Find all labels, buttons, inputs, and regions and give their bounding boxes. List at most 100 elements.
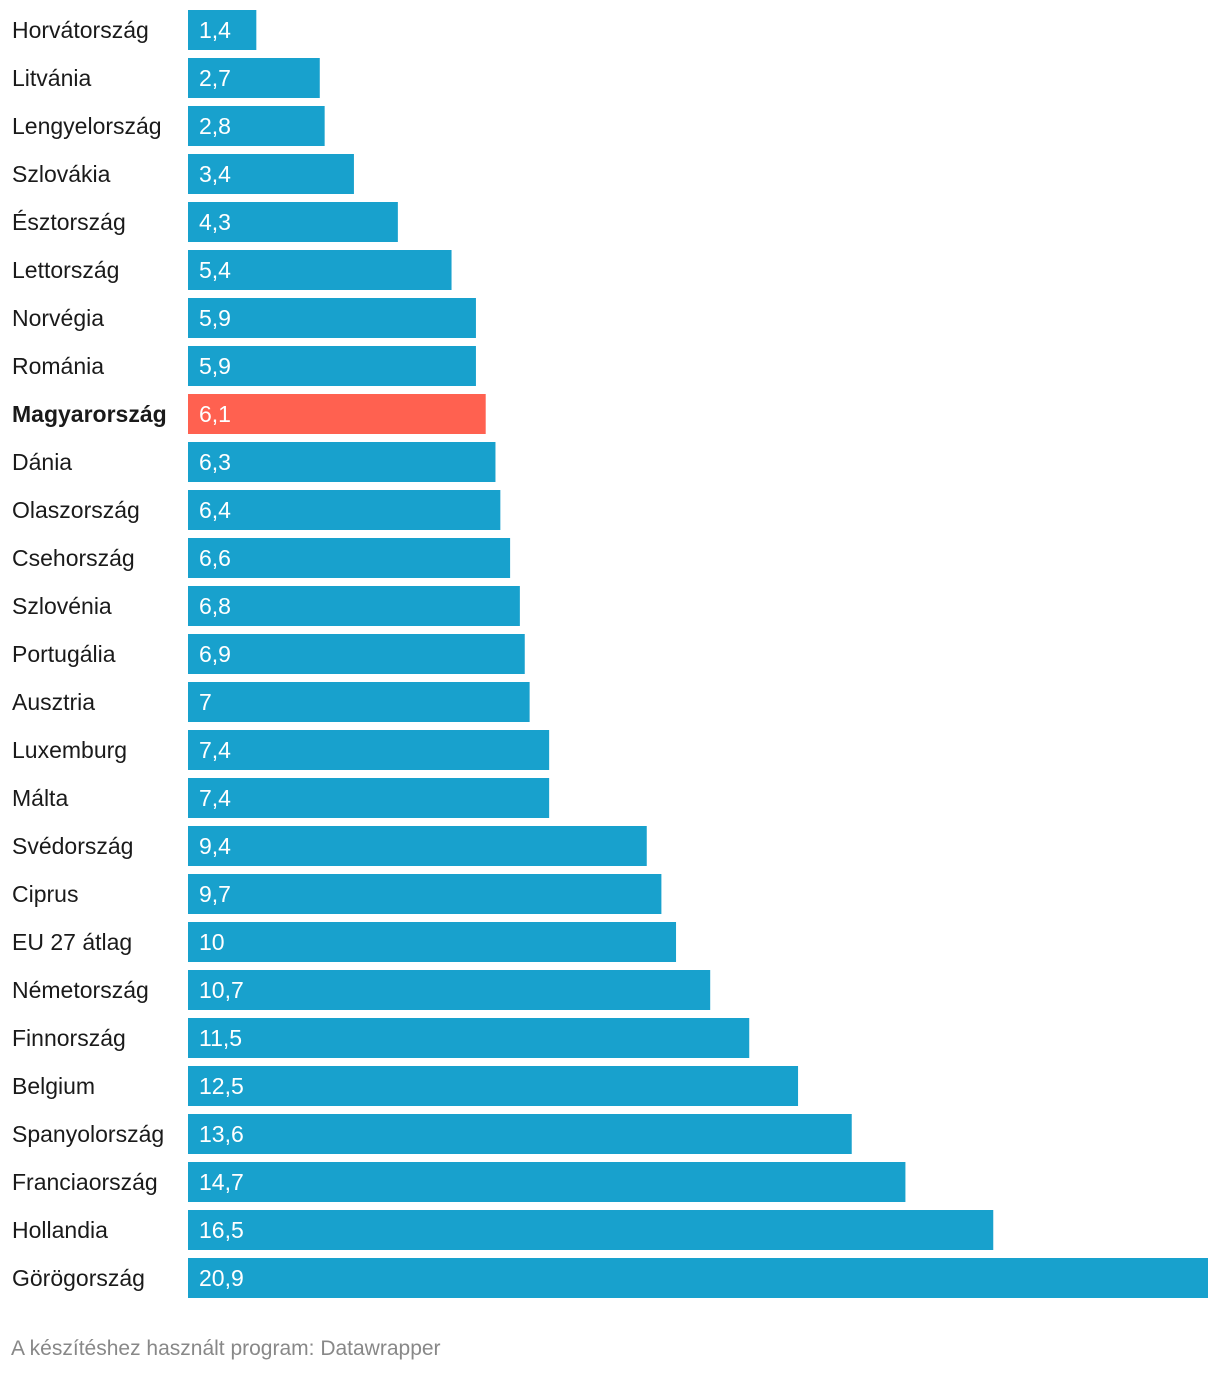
bar [188,394,486,434]
value-label: 6,4 [199,497,231,523]
value-label: 7,4 [199,737,231,763]
bar [188,1210,994,1250]
bar-row-lettorszag: Lettország 5,4 [12,250,452,290]
bar-row-dania: Dánia 6,3 [12,442,496,482]
value-label: 5,9 [199,305,231,331]
value-label: 2,7 [199,65,231,91]
category-label: Norvégia [12,305,104,331]
value-label: 7,4 [199,785,231,811]
value-label: 10 [199,929,225,955]
bar-row-finnorszag: Finnország 11,5 [12,1018,750,1058]
category-label: Csehország [12,545,135,571]
bar-row-esztorszag: Észtország 4,3 [12,202,398,242]
bar [188,1114,852,1154]
category-label: Portugália [12,641,116,667]
category-label: Észtország [12,209,126,235]
bar-row-lengyelorszag: Lengyelország 2,8 [12,106,325,146]
bar [188,682,530,722]
bar-row-csehorszag: Csehország 6,6 [12,538,511,578]
category-label: Luxemburg [12,737,127,763]
bar-row-luxemburg: Luxemburg 7,4 [12,730,550,770]
bar-row-svedorszag: Svédország 9,4 [12,826,647,866]
category-label: Görögország [12,1265,145,1291]
bar-row-eu-27-atlag: EU 27 átlag 10 [12,922,677,962]
category-label: Ausztria [12,689,95,715]
value-label: 6,6 [199,545,231,571]
bar-row-romania: Románia 5,9 [12,346,476,386]
category-label: Lengyelország [12,113,162,139]
category-label: Litvánia [12,65,91,91]
bar-row-belgium: Belgium 12,5 [12,1066,799,1106]
bar [188,922,677,962]
value-label: 6,3 [199,449,231,475]
bar [188,1258,1208,1298]
value-label: 5,9 [199,353,231,379]
bar [188,10,257,50]
value-label: 11,5 [199,1025,242,1051]
footer-credit: A készítéshez használt program: Datawrap… [11,1337,441,1360]
bar [188,154,354,194]
category-label: Franciaország [12,1169,158,1195]
bar [188,634,525,674]
bar [188,298,476,338]
category-label: Belgium [12,1073,95,1099]
category-label: Svédország [12,833,133,859]
bar [188,730,550,770]
category-label: Hollandia [12,1217,108,1243]
bar [188,970,711,1010]
bar-row-norvegia: Norvégia 5,9 [12,298,476,338]
bar-row-magyarorszag: Magyarország 6,1 [12,394,486,434]
category-label: Dánia [12,449,72,475]
bar [188,778,550,818]
value-label: 6,1 [199,401,231,427]
bar-row-gorogorszag: Görögország 20,9 [12,1258,1208,1298]
category-label: Ciprus [12,881,78,907]
value-label: 9,4 [199,833,231,859]
bar-row-ausztria: Ausztria 7 [12,682,530,722]
value-label: 7 [199,689,212,715]
value-label: 6,9 [199,641,231,667]
bar-row-szlovenia: Szlovénia 6,8 [12,586,520,626]
bar-row-ciprus: Ciprus 9,7 [12,874,662,914]
value-label: 16,5 [199,1217,244,1243]
value-label: 1,4 [199,17,231,43]
bar-row-portugalia: Portugália 6,9 [12,634,525,674]
value-label: 5,4 [199,257,231,283]
category-label: Szlovákia [12,161,111,187]
bar-row-spanyolorszag: Spanyolország 13,6 [12,1114,852,1154]
value-label: 20,9 [199,1265,244,1291]
bar-row-hollandia: Hollandia 16,5 [12,1210,994,1250]
bar [188,874,662,914]
value-label: 13,6 [199,1121,244,1147]
bar [188,346,476,386]
value-label: 14,7 [199,1169,244,1195]
category-label: Németország [12,977,149,1003]
value-label: 9,7 [199,881,231,907]
value-label: 4,3 [199,209,231,235]
bar [188,586,520,626]
bar [188,250,452,290]
category-label: Románia [12,353,104,379]
value-label: 2,8 [199,113,231,139]
value-label: 10,7 [199,977,244,1003]
bar-row-malta: Málta 7,4 [12,778,550,818]
bar-row-nemetorszag: Németország 10,7 [12,970,711,1010]
bar [188,202,398,242]
bar-row-franciaorszag: Franciaország 14,7 [12,1162,906,1202]
bar-row-olaszorszag: Olaszország 6,4 [12,490,501,530]
bar [188,538,511,578]
category-label: Finnország [12,1025,126,1051]
bar [188,490,501,530]
bar-row-szlovakia: Szlovákia 3,4 [12,154,354,194]
category-label: Spanyolország [12,1121,164,1147]
category-label: Horvátország [12,17,149,43]
category-label: EU 27 átlag [12,929,132,955]
category-label: Szlovénia [12,593,112,619]
category-label: Olaszország [12,497,140,523]
bar [188,1066,799,1106]
bar-row-litvania: Litvánia 2,7 [12,58,320,98]
bar-chart: Horvátország 1,4 Litvánia 2,7 Lengyelország 2… [12,10,1208,1298]
bar-row-horvatorszag: Horvátország 1,4 [12,10,257,50]
value-label: 12,5 [199,1073,244,1099]
bar [188,58,320,98]
